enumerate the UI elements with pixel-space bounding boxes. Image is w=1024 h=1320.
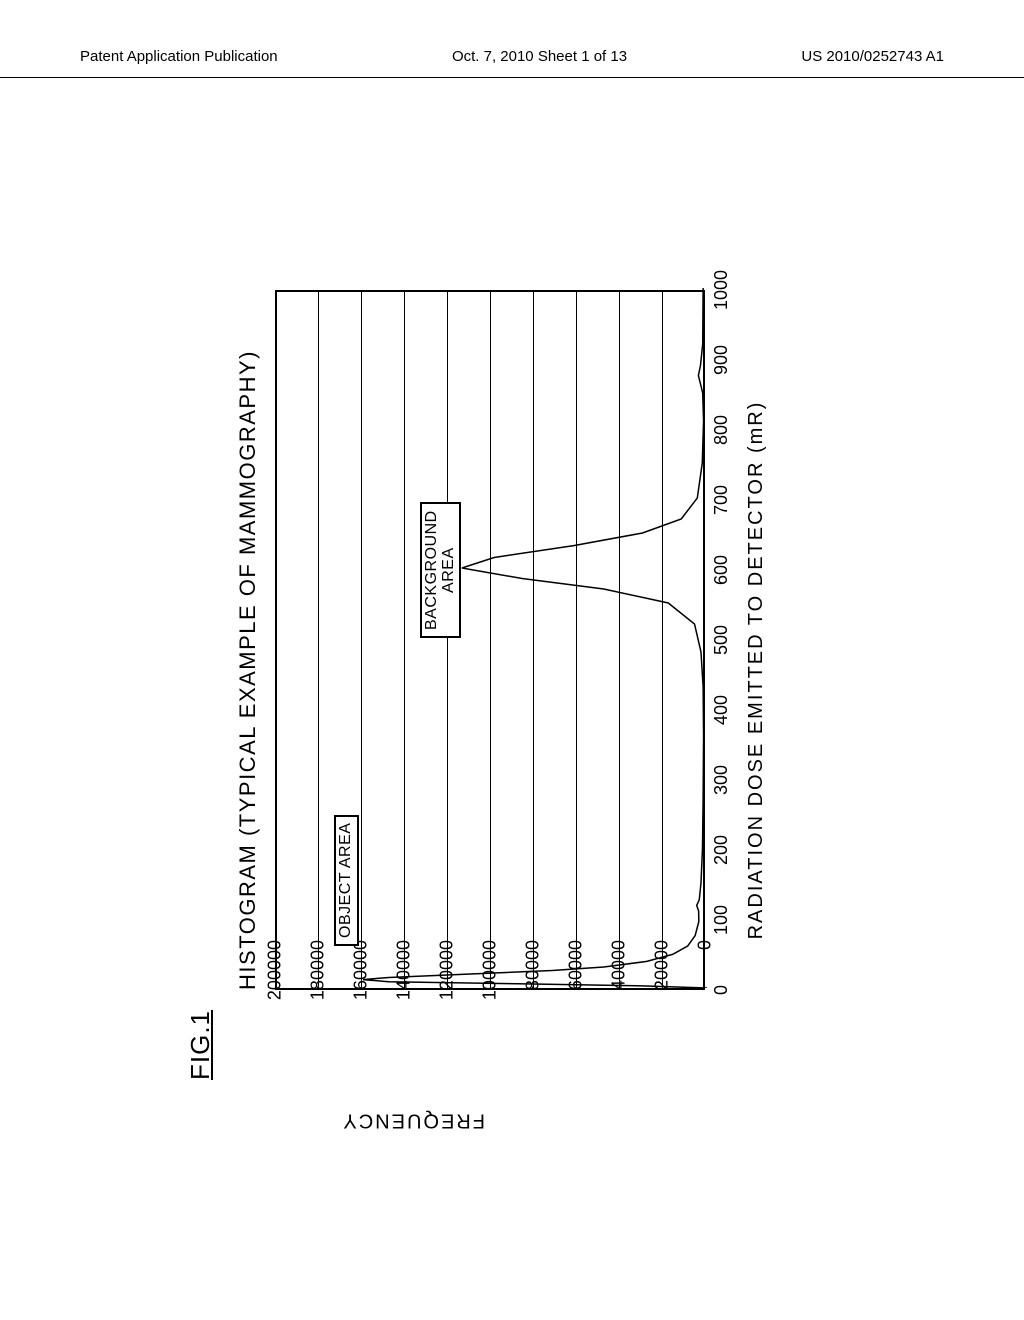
x-tick-label: 400 (711, 695, 732, 725)
annotation-text: BACKGROUND (424, 510, 441, 630)
gridline (404, 290, 405, 990)
header-right: US 2010/0252743 A1 (801, 48, 944, 65)
x-tick-label: 200 (711, 835, 732, 865)
y-tick-label: 120000 (437, 940, 458, 1030)
x-axis-label: RADIATION DOSE EMITTED TO DETECTOR (mR) (745, 230, 768, 1110)
y-tick-label: 180000 (308, 940, 329, 1030)
page-header: Patent Application Publication Oct. 7, 2… (0, 48, 1024, 78)
y-tick-label: 80000 (523, 940, 544, 1030)
annotation-box: BACKGROUNDAREA (420, 502, 462, 638)
header-center: Oct. 7, 2010 Sheet 1 of 13 (452, 48, 627, 65)
gridline (662, 290, 663, 990)
x-tick-label: 300 (711, 765, 732, 795)
annotation-text: AREA (441, 510, 458, 630)
gridline (490, 290, 491, 990)
y-tick-label: 60000 (566, 940, 587, 1030)
y-axis-label: FREQUENCY (341, 1109, 485, 1132)
y-tick-label: 20000 (652, 940, 673, 1030)
x-tick-label: 500 (711, 625, 732, 655)
x-tick-label: 600 (711, 555, 732, 585)
y-tick-label: 160000 (351, 940, 372, 1030)
gridline (533, 290, 534, 990)
x-tick-label: 0 (711, 985, 732, 995)
y-tick-label: 200000 (265, 940, 286, 1030)
annotation-text: OBJECT AREA (338, 823, 355, 938)
x-tick-label: 900 (711, 345, 732, 375)
x-tick-label: 1000 (711, 270, 732, 310)
x-tick-label: 800 (711, 415, 732, 445)
gridline (318, 290, 319, 990)
gridline (619, 290, 620, 990)
x-tick-label: 100 (711, 905, 732, 935)
chart-title: HISTOGRAM (TYPICAL EXAMPLE OF MAMMOGRAPH… (235, 230, 261, 1110)
y-tick-label: 40000 (609, 940, 630, 1030)
figure-container: FIG.1 HISTOGRAM (TYPICAL EXAMPLE OF MAMM… (185, 230, 835, 1110)
gridline (447, 290, 448, 990)
figure-label: FIG.1 (185, 1010, 216, 1080)
x-tick-label: 700 (711, 485, 732, 515)
header-left: Patent Application Publication (80, 48, 278, 65)
gridline (576, 290, 577, 990)
gridline (361, 290, 362, 990)
annotation-box: OBJECT AREA (334, 815, 359, 946)
y-tick-label: 140000 (394, 940, 415, 1030)
y-tick-label: 100000 (480, 940, 501, 1030)
